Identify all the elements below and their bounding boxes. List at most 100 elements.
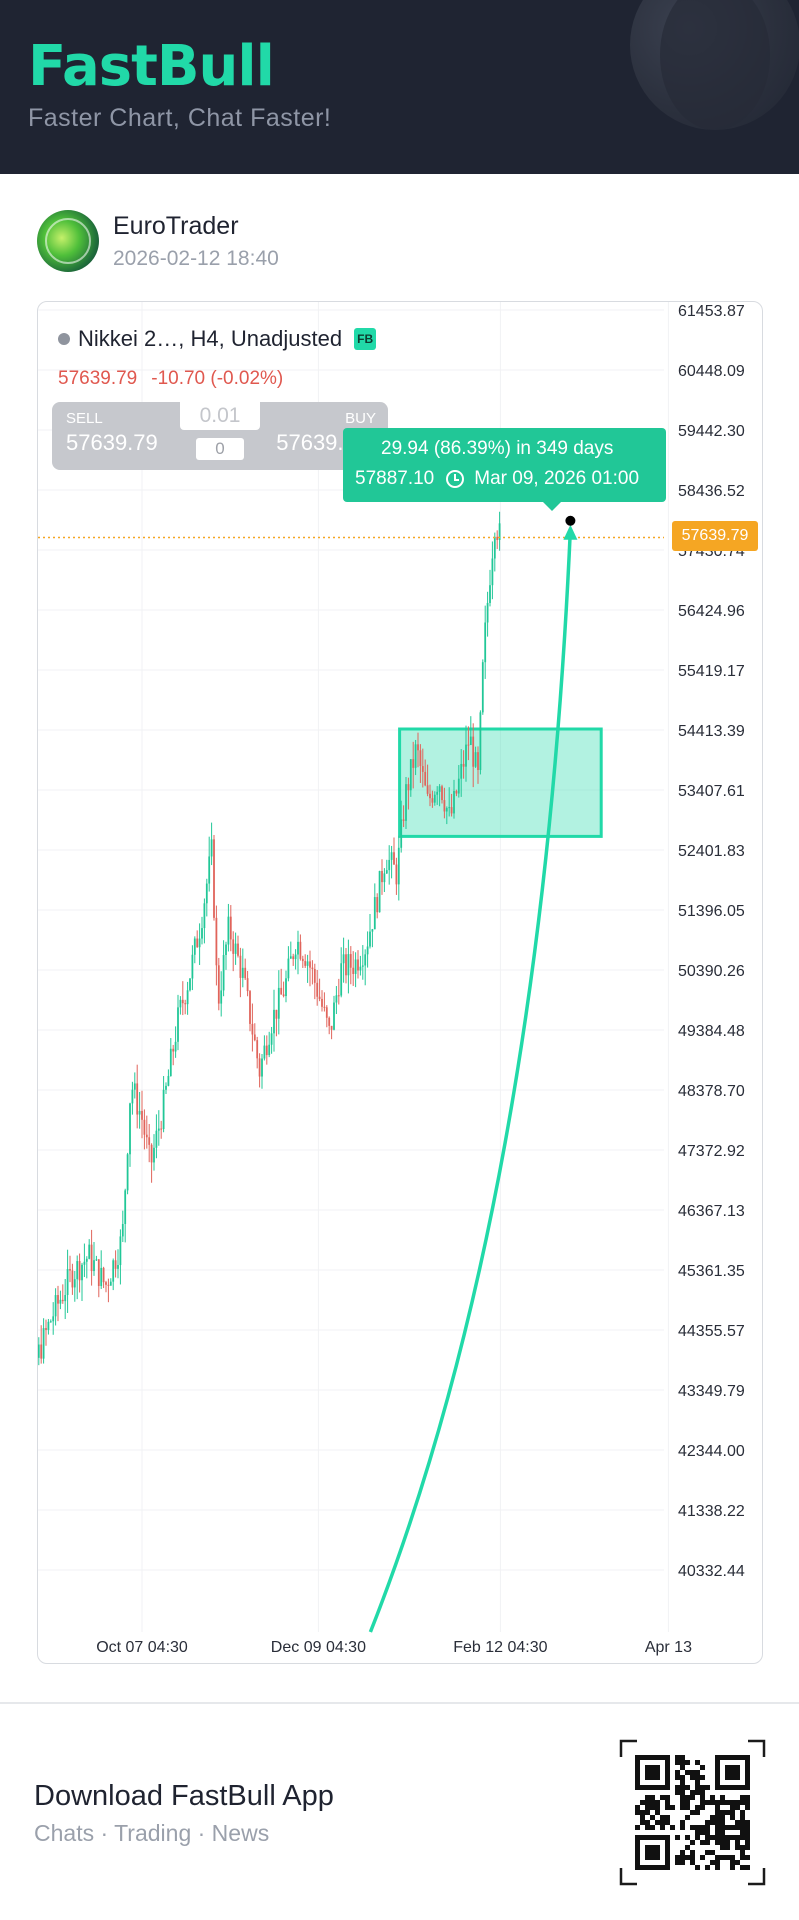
candle-body: [304, 961, 307, 966]
candle-body: [347, 954, 350, 976]
sell-button[interactable]: 57639.79: [66, 430, 158, 455]
candle-body: [177, 1007, 179, 1042]
qr-module: [725, 1840, 730, 1845]
qr-module: [700, 1775, 705, 1780]
candle-body: [364, 954, 367, 966]
qr-module: [665, 1815, 670, 1820]
qr-module: [680, 1860, 685, 1865]
qr-module: [740, 1825, 745, 1830]
candle-body: [321, 998, 323, 1007]
quantity-step[interactable]: 0: [196, 438, 244, 460]
candle-body: [376, 897, 379, 913]
qr-module: [665, 1795, 670, 1800]
candle-body: [167, 1075, 170, 1086]
qr-module: [680, 1785, 685, 1790]
qr-module: [705, 1850, 710, 1855]
candle-body: [184, 1003, 187, 1005]
qr-module: [645, 1810, 650, 1815]
candle-body: [160, 1128, 163, 1130]
qr-module: [725, 1835, 730, 1840]
qr-module: [640, 1800, 645, 1805]
candle-body: [323, 1006, 326, 1008]
qr-module: [680, 1765, 685, 1770]
candle-body: [205, 883, 208, 904]
candle-body: [419, 750, 422, 767]
projection-arrow: [368, 515, 578, 1633]
qr-module: [720, 1820, 725, 1825]
candle-body: [498, 523, 501, 540]
candle-body: [479, 712, 482, 770]
qr-module: [640, 1820, 645, 1825]
qr-frame-corner: [748, 1868, 766, 1886]
qr-module: [720, 1840, 725, 1845]
candle-body: [81, 1264, 83, 1281]
qr-module: [715, 1805, 720, 1810]
candle-body: [313, 968, 316, 983]
qr-module: [680, 1800, 685, 1805]
qr-module: [735, 1860, 740, 1865]
qr-module: [730, 1855, 735, 1860]
qr-module: [710, 1860, 715, 1865]
author-avatar[interactable]: [37, 210, 99, 272]
qr-module: [700, 1805, 705, 1810]
qr-module: [635, 1805, 640, 1810]
download-title[interactable]: Download FastBull App: [34, 1780, 334, 1812]
qr-module: [670, 1825, 675, 1830]
candle-body: [88, 1244, 91, 1259]
author-name[interactable]: EuroTrader: [113, 212, 239, 240]
symbol-name[interactable]: Nikkei 2…: [78, 326, 179, 351]
qr-module: [665, 1820, 670, 1825]
qr-module: [735, 1835, 740, 1840]
quantity-input[interactable]: 0.01: [180, 402, 260, 430]
candle-body: [102, 1267, 105, 1283]
candle-body: [169, 1048, 172, 1076]
qr-module: [720, 1845, 725, 1850]
price-chart[interactable]: 61453.8760448.0959442.3058436.5257430.74…: [38, 302, 763, 1664]
candle-body: [460, 763, 463, 779]
qr-module: [745, 1830, 750, 1835]
candle-body: [155, 1130, 158, 1148]
qr-module: [705, 1820, 710, 1825]
qr-module: [740, 1850, 745, 1855]
x-tick-label: Apr 13: [645, 1639, 692, 1656]
candle-body: [445, 808, 448, 812]
candle-body: [186, 990, 189, 1005]
target-price: 57887.10: [355, 468, 435, 489]
highlight-box: [398, 727, 603, 838]
qr-module: [695, 1790, 700, 1795]
qr-module: [680, 1820, 685, 1825]
qr-module: [695, 1810, 700, 1815]
qr-module: [685, 1785, 690, 1790]
qr-module: [690, 1860, 695, 1865]
qr-module: [710, 1820, 715, 1825]
candle-body: [83, 1261, 86, 1265]
candle-body: [484, 622, 487, 663]
qr-module: [725, 1800, 730, 1805]
qr-module: [685, 1760, 690, 1765]
chart-card[interactable]: 61453.87 60448.09 59442.30 58436.52 57430.74…: [37, 301, 763, 1664]
candle-body: [47, 1321, 50, 1330]
qr-module: [705, 1800, 710, 1805]
qr-code[interactable]: [619, 1739, 766, 1886]
qr-module: [700, 1795, 705, 1800]
candle-body: [477, 752, 479, 770]
qr-module: [675, 1790, 680, 1795]
highlight-rect: [398, 727, 603, 838]
target-date: Mar 09, 2026 01:00: [474, 468, 640, 489]
qr-module: [715, 1820, 720, 1825]
y-tick-label: 55419.17: [678, 663, 745, 680]
qr-module: [720, 1835, 725, 1840]
candles: [38, 511, 501, 1366]
qr-module: [710, 1815, 715, 1820]
candle-body: [426, 785, 429, 794]
arrow-head: [563, 524, 578, 540]
candle-body: [285, 978, 287, 997]
candle-body: [474, 752, 477, 767]
qr-module: [730, 1800, 735, 1805]
candle-body: [397, 847, 400, 885]
qr-frame-corner: [619, 1868, 637, 1886]
candle-body: [448, 807, 451, 809]
y-tick-label: 58436.52: [678, 483, 745, 500]
candle-body: [78, 1261, 81, 1281]
candle-body: [208, 856, 211, 884]
